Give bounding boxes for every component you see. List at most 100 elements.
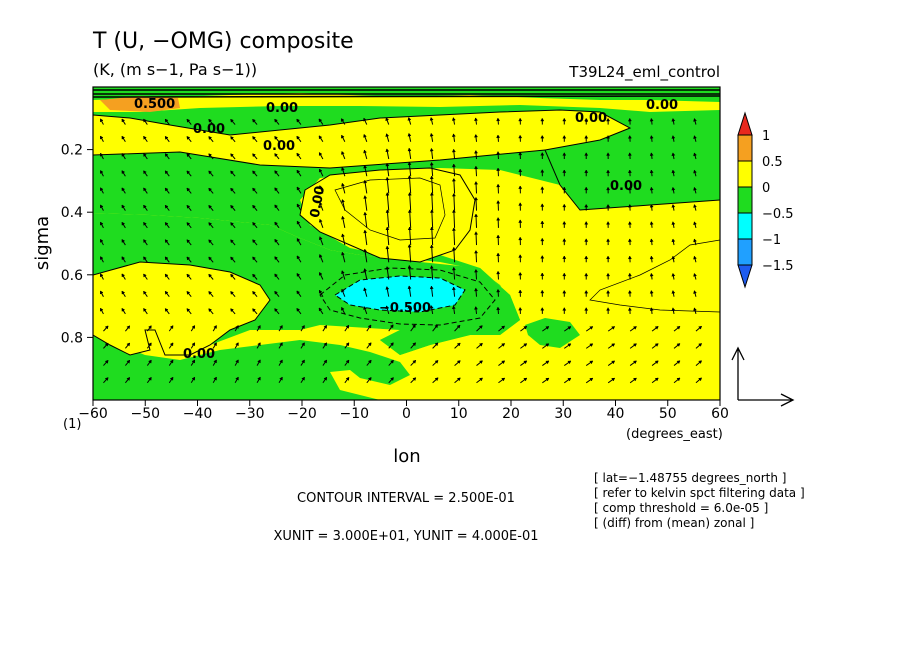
wind-vector-head [611, 343, 616, 348]
wind-vector-head [252, 291, 256, 295]
wind-vector-head [296, 255, 301, 260]
wind-vector-head [385, 266, 390, 270]
note-line: [ (diff) from (mean) zonal ] [594, 516, 754, 530]
x-tick-label: −50 [130, 406, 160, 422]
wind-vector-head [451, 266, 456, 271]
wind-vector-head [274, 221, 279, 226]
wind-vector-head [341, 199, 345, 203]
wind-vector-head [584, 272, 589, 277]
colorbar-bottom-arrow [737, 264, 753, 289]
wind-vector-head [143, 170, 147, 175]
wind-vector [409, 227, 412, 246]
contour-interval-text: CONTOUR INTERVAL = 2.500E-01 [297, 491, 515, 506]
wind-vector-head [323, 342, 327, 347]
wind-vector-head [345, 324, 350, 329]
wind-vector-head [99, 118, 104, 123]
wind-vector-head [318, 307, 323, 312]
wind-vector-head [367, 342, 372, 347]
wind-vector-head [540, 289, 545, 294]
wind-vector-head [363, 133, 367, 138]
wind-vector-head [671, 272, 676, 277]
reference-vector-horizontal [738, 393, 795, 407]
wind-vector-head [318, 271, 323, 276]
wind-vector-head [434, 342, 439, 347]
wind-vector-head [296, 135, 301, 140]
wind-vector-head [323, 359, 327, 364]
wind-vector-head [523, 377, 528, 382]
wind-vector-head [390, 359, 394, 364]
wind-vector-head [693, 290, 697, 294]
wind-vector-head [451, 178, 456, 182]
wind-vector-head [671, 255, 676, 260]
reference-vector [731, 346, 795, 407]
wind-vector-head [567, 377, 572, 382]
wind-vector-head [518, 202, 523, 206]
wind-vector-head [649, 238, 654, 243]
wind-vector-head [279, 325, 283, 329]
wind-vector-head [121, 239, 126, 243]
x-tick-label: 50 [659, 406, 677, 422]
wind-vector-head [164, 204, 169, 209]
x-tick-label: 40 [607, 406, 625, 422]
wind-vector-head [627, 135, 632, 139]
chart-subtitle: (K, (m s−1, Pa s−1)) [93, 60, 257, 79]
wind-vector-head [518, 151, 523, 156]
wind-vector-head [389, 324, 394, 329]
wind-vector-head [296, 273, 301, 277]
wind-vector-head [606, 186, 611, 191]
x-tick-label: −10 [339, 406, 369, 422]
x-tick-label: −30 [235, 406, 265, 422]
wind-vector-head [318, 185, 323, 190]
wind-vector-head [496, 183, 501, 188]
wind-vector-head [649, 117, 654, 122]
wind-vector-head [671, 152, 676, 157]
wind-vector-head [474, 117, 478, 122]
x-tick-label: −60 [78, 406, 108, 422]
wind-vector-head [589, 360, 594, 365]
wind-vector-head [363, 211, 368, 216]
wind-vector-head [540, 272, 545, 276]
wind-vector-head [693, 204, 697, 208]
wind-vector-head [584, 307, 589, 311]
wind-vector-head [496, 306, 501, 311]
wind-vector [431, 176, 434, 194]
wind-vector-head [208, 118, 213, 123]
wind-vector [408, 244, 412, 263]
wind-vector-head [518, 271, 523, 276]
wind-vector-head [589, 377, 594, 382]
wind-vector-head [208, 136, 213, 140]
wind-vector-head [104, 377, 109, 382]
colorbar-label: 0 [762, 181, 770, 196]
wind-vector-head [451, 148, 456, 153]
wind-vector-head [252, 308, 256, 313]
wind-vector-head [611, 360, 616, 365]
x-tick-label: 20 [502, 406, 520, 422]
wind-vector-head [318, 289, 323, 294]
wind-vector-head [186, 170, 191, 175]
wind-vector-head [235, 359, 239, 364]
wind-vector-head [698, 325, 702, 330]
wind-vector-head [121, 204, 126, 209]
wind-vector [409, 209, 412, 228]
contour-line-top-dense [93, 89, 720, 98]
wind-vector-head [412, 359, 417, 364]
wind-vector-head [274, 238, 279, 243]
wind-vector-head [104, 360, 109, 364]
wind-vector-head [296, 203, 301, 208]
contour-label: 0.00 [266, 101, 298, 116]
wind-vector-head [496, 117, 501, 122]
wind-vector-head [456, 324, 461, 329]
wind-vector-head [191, 376, 195, 381]
wind-vector-head [169, 342, 174, 347]
wind-vector-head [456, 377, 461, 382]
wind-vector-head [627, 290, 632, 294]
wind-vector-head [104, 342, 109, 347]
wind-vector-head [649, 307, 654, 311]
wind-vector-head [633, 377, 637, 382]
wind-vector-head [451, 163, 456, 168]
wind-vector-head [627, 238, 632, 242]
wind-vector-head [671, 221, 676, 225]
wind-vector-head [562, 255, 567, 259]
wind-vector-head [230, 256, 234, 261]
wind-vector-head [412, 342, 416, 347]
